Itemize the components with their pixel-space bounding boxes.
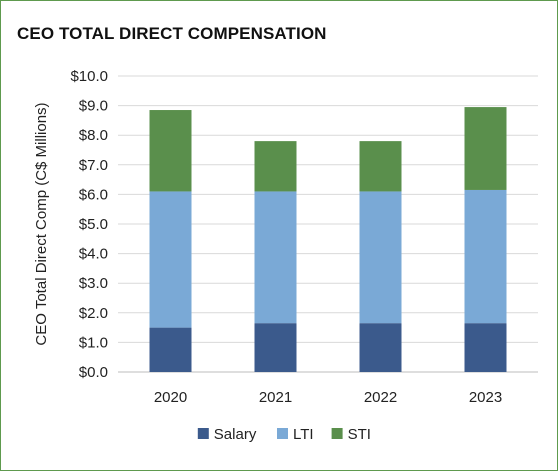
bar-lti-2023	[464, 189, 507, 324]
bar-salary-2021	[254, 323, 297, 372]
legend-label-salary: Salary	[214, 426, 257, 443]
y-tick-label: $4.0	[79, 246, 108, 263]
x-tick-label: 2022	[364, 389, 397, 406]
legend-swatch-sti	[331, 428, 343, 439]
bar-lti-2021	[254, 191, 297, 324]
legend-label-lti: LTI	[293, 426, 314, 443]
y-tick-label: $7.0	[79, 157, 108, 174]
chart-title: CEO TOTAL DIRECT COMPENSATION	[17, 24, 327, 43]
y-tick-label: $0.0	[79, 364, 108, 381]
x-tick-label: 2023	[469, 389, 502, 406]
y-tick-label: $9.0	[79, 98, 108, 115]
x-tick-label: 2021	[259, 389, 292, 406]
y-tick-label: $5.0	[79, 216, 108, 233]
bar-lti-2022	[359, 191, 402, 324]
bar-sti-2023	[464, 107, 507, 190]
bar-salary-2020	[149, 327, 192, 372]
bar-sti-2020	[149, 110, 192, 192]
bar-sti-2021	[254, 141, 297, 192]
y-tick-label: $6.0	[79, 186, 108, 203]
legend-swatch-salary	[197, 428, 209, 439]
bar-salary-2022	[359, 323, 402, 372]
y-tick-label: $8.0	[79, 127, 108, 144]
x-tick-label: 2020	[154, 389, 187, 406]
y-tick-label: $2.0	[79, 305, 108, 322]
legend-swatch-lti	[277, 428, 288, 439]
bar-sti-2022	[359, 141, 402, 192]
y-axis-label: CEO Total Direct Comp (C$ Millions)	[33, 102, 50, 345]
y-tick-label: $1.0	[79, 334, 108, 351]
y-tick-label: $3.0	[79, 275, 108, 292]
bar-salary-2023	[464, 323, 507, 372]
legend-label-sti: STI	[348, 426, 371, 443]
bar-lti-2020	[149, 191, 192, 328]
y-tick-label: $10.0	[70, 68, 108, 85]
